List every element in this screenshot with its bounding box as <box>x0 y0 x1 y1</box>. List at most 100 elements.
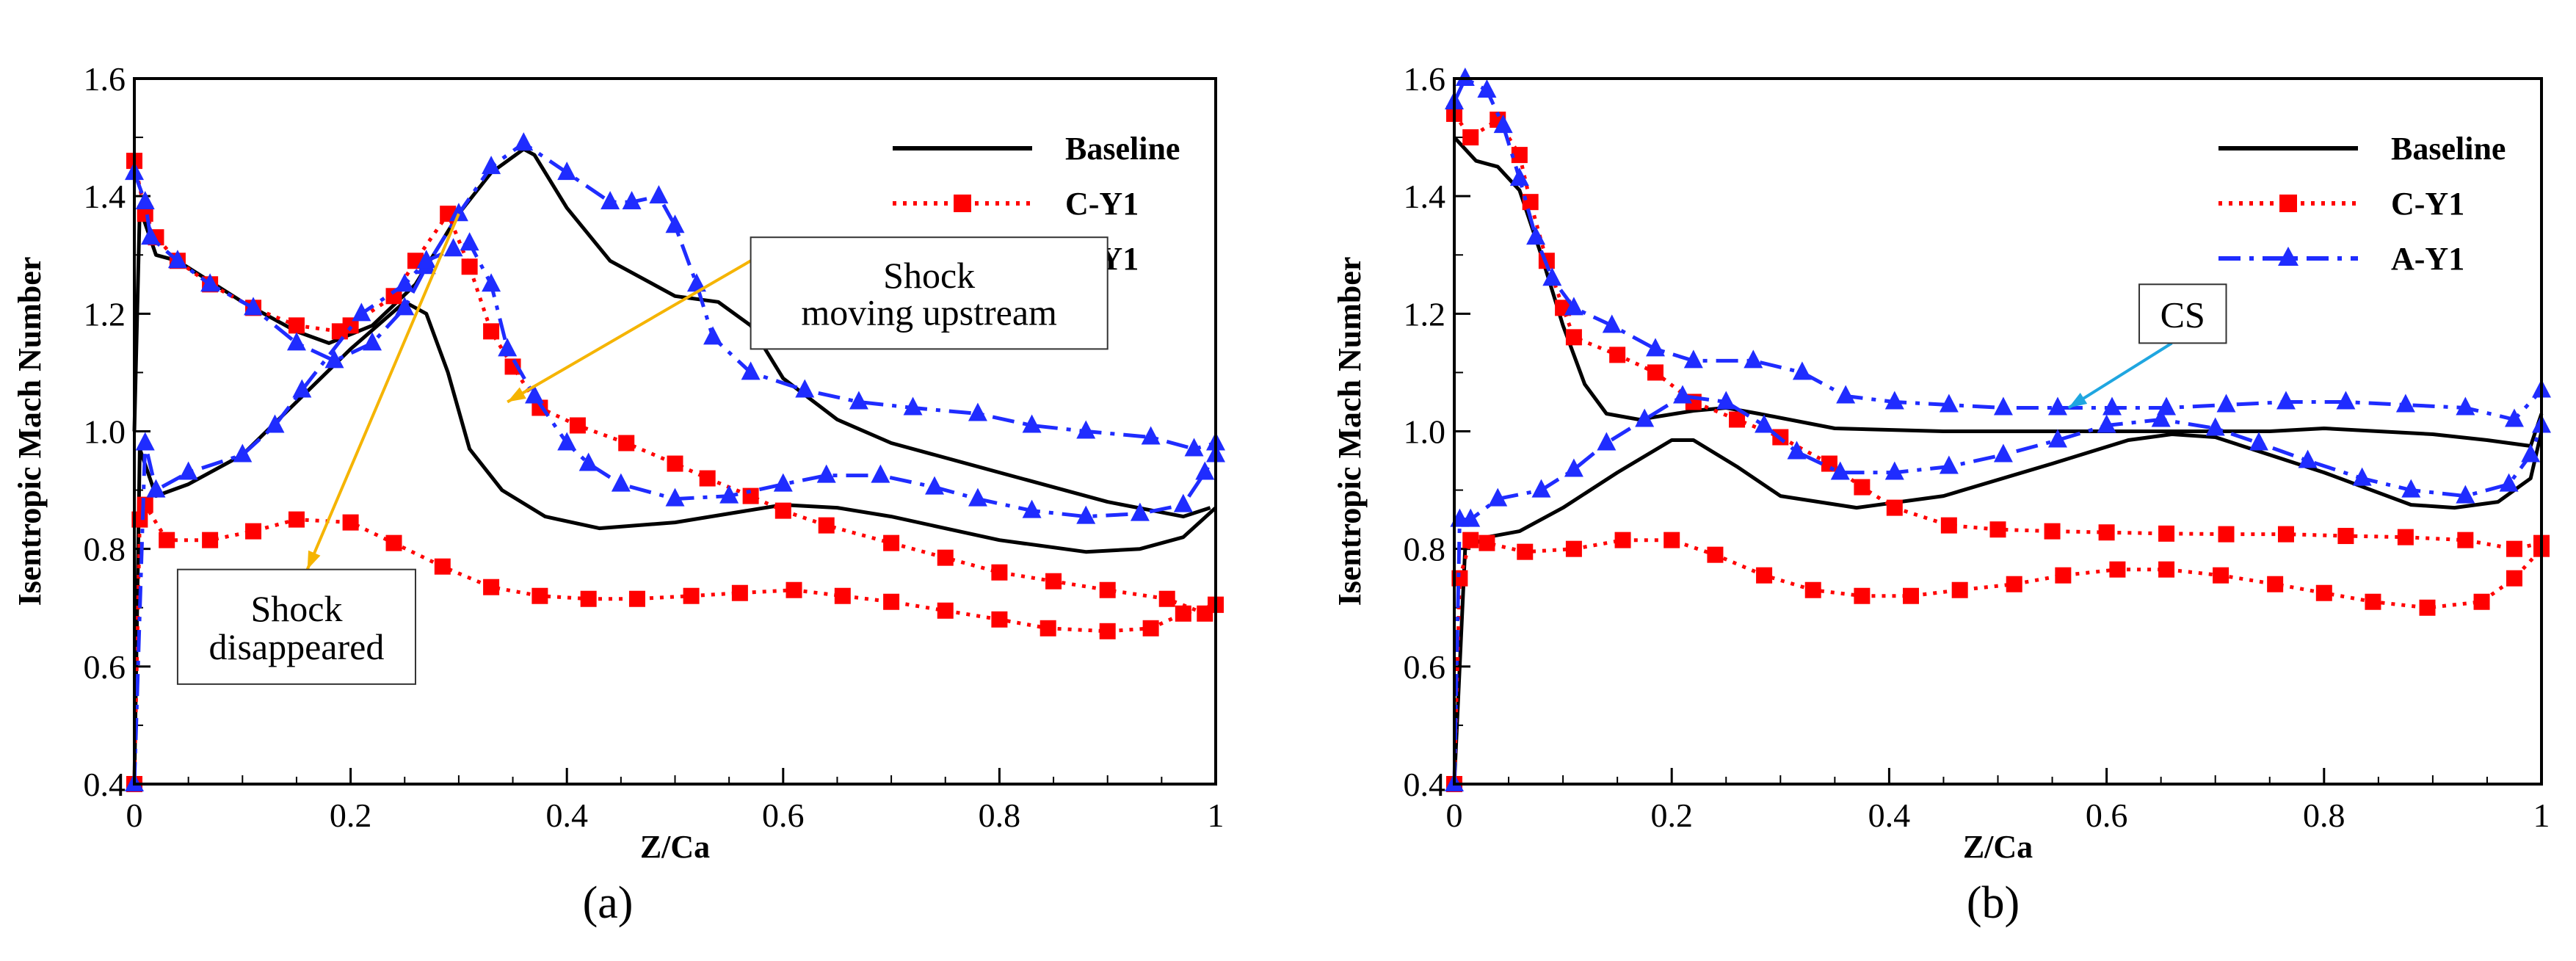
annotation-arrowhead <box>307 550 321 570</box>
data-point-square <box>1511 147 1528 164</box>
data-point-square <box>1821 455 1837 472</box>
y-tick-label: 0.4 <box>84 766 126 803</box>
annotation-text: moving upstream <box>801 292 1057 333</box>
annotation-arrowhead <box>2068 392 2088 408</box>
data-point-square <box>786 581 802 598</box>
data-point-square <box>742 487 759 504</box>
plot-frame <box>1453 77 2543 786</box>
data-point-square <box>1756 567 1773 584</box>
data-point-square <box>461 258 478 275</box>
data-point-triangle <box>816 464 836 483</box>
annotation-box <box>176 568 416 685</box>
data-point-square <box>1707 546 1724 563</box>
data-point-triangle <box>557 432 577 451</box>
data-point-triangle <box>1455 68 1475 86</box>
data-point-triangle <box>1195 461 1215 480</box>
data-point-triangle <box>2205 417 2225 436</box>
data-point-triangle <box>352 302 371 322</box>
data-point-square <box>1565 329 1582 346</box>
data-point-square <box>569 417 586 434</box>
data-point-square <box>2098 524 2115 541</box>
data-point-square <box>2044 523 2061 540</box>
y-tick-label: 0.8 <box>1404 531 1446 568</box>
data-point-square <box>774 502 791 519</box>
data-point-square <box>288 511 305 528</box>
x-tick-label: 0.8 <box>979 797 1021 834</box>
data-point-square <box>1517 543 1534 560</box>
data-point-triangle <box>395 297 415 316</box>
data-point-square <box>2473 593 2490 610</box>
data-point-triangle <box>1744 349 1763 369</box>
annotation-box <box>750 236 1109 350</box>
data-point-triangle <box>649 185 669 204</box>
data-point-triangle <box>719 485 739 504</box>
panel-label: (a) <box>583 878 634 928</box>
legend-marker-square <box>954 195 971 212</box>
data-point-triangle <box>1477 79 1497 98</box>
series-line-a-y1-pressure <box>1452 394 2544 785</box>
data-point-square <box>1886 499 1903 516</box>
data-point-square <box>159 532 175 548</box>
data-point-square <box>1158 590 1175 607</box>
legend-label: Baseline <box>2391 131 2506 167</box>
data-point-triangle <box>1993 443 2013 463</box>
data-point-triangle <box>1683 349 1703 369</box>
data-point-square <box>628 590 645 607</box>
data-point-triangle <box>265 414 285 433</box>
data-point-triangle <box>2097 414 2116 433</box>
data-point-triangle <box>665 487 685 507</box>
data-point-square <box>2267 576 2284 592</box>
series-group <box>1445 68 2551 792</box>
legend-marker-triangle <box>2278 247 2299 266</box>
y-axis-title: Isentropic Mach Number <box>12 257 48 606</box>
y-tick-label: 0.6 <box>1404 648 1446 686</box>
x-axis-title: Z/Ca <box>640 829 710 865</box>
y-tick-label: 0.6 <box>84 648 126 686</box>
data-point-square <box>818 517 835 534</box>
data-point-square <box>1175 605 1191 622</box>
data-point-triangle <box>363 332 382 351</box>
series-line-c-y1-pressure <box>1452 538 2543 785</box>
legend-label: A-Y1 <box>2391 241 2464 277</box>
data-point-square <box>1045 573 1062 590</box>
data-point-square <box>531 587 548 604</box>
data-point-triangle <box>1884 461 1904 480</box>
data-point-square <box>1854 479 1871 496</box>
data-point-square <box>1663 532 1680 548</box>
legend-marker-square <box>2279 195 2297 212</box>
data-point-square <box>1989 521 2006 538</box>
data-point-square <box>1729 411 1746 428</box>
data-point-triangle <box>525 385 545 404</box>
data-point-square <box>2419 599 2436 616</box>
data-point-triangle <box>1184 438 1204 457</box>
data-point-square <box>1099 581 1116 598</box>
data-point-triangle <box>2456 396 2475 416</box>
data-point-square <box>683 587 700 604</box>
annotation-arrowhead <box>507 387 526 402</box>
data-point-triangle <box>1022 499 1042 518</box>
data-point-triangle <box>443 238 463 257</box>
data-point-triangle <box>292 379 312 398</box>
data-point-triangle <box>233 443 253 463</box>
data-point-triangle <box>1564 297 1583 316</box>
x-tick-label: 0.8 <box>2303 797 2345 834</box>
data-point-triangle <box>1993 396 2013 416</box>
x-tick-label: 0 <box>126 797 143 834</box>
annotation-text: Shock <box>250 588 342 629</box>
data-point-triangle <box>2521 443 2541 463</box>
data-point-square <box>1462 129 1479 146</box>
x-tick-label: 0.4 <box>545 797 588 834</box>
data-point-square <box>2315 584 2332 601</box>
panel-a: 0 0.2 0.4 0.6 0.8 1 0.4 0.6 0.8 1.0 1.2 1.4 1.6 Z/Ca I… <box>12 60 1225 928</box>
x-tick-label: 0.6 <box>2086 797 2128 834</box>
data-point-square <box>2158 561 2175 578</box>
data-point-square <box>2006 576 2022 592</box>
data-point-square <box>2365 593 2381 610</box>
annotation-text: CS <box>2160 294 2205 335</box>
data-point-square <box>245 523 262 540</box>
data-point-square <box>2213 567 2229 584</box>
data-point-square <box>385 534 402 551</box>
data-point-triangle <box>2499 473 2519 492</box>
data-point-triangle <box>324 349 344 369</box>
data-point-triangle <box>773 473 793 492</box>
